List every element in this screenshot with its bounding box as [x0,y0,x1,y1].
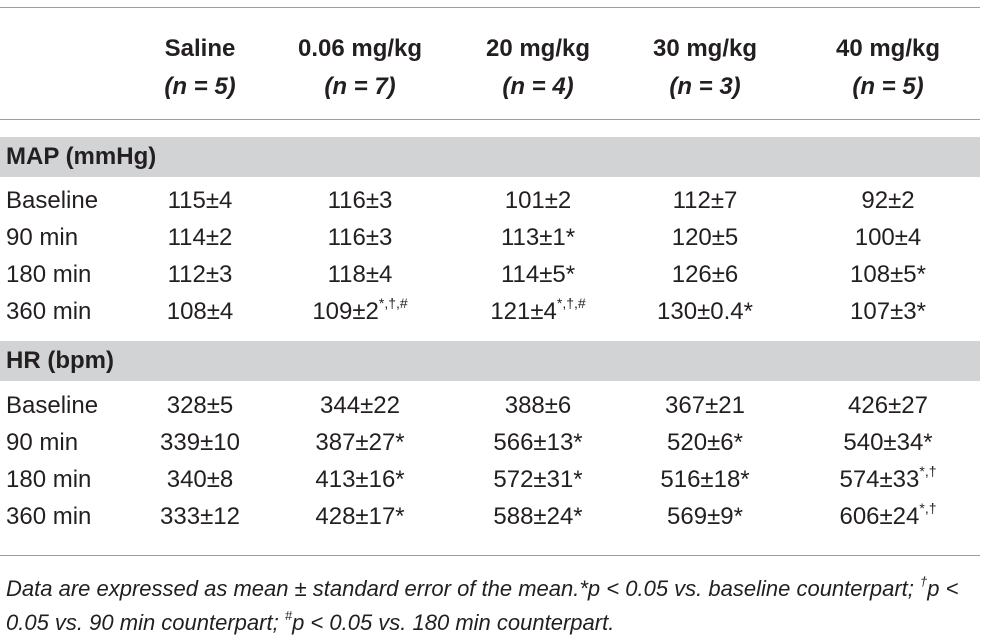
table-cell: 92±2 [861,187,915,214]
table-cell: 566±13* [493,429,583,456]
table-cell: 572±31* [493,466,583,493]
table-cell: 120±5 [671,224,739,251]
table-cell: 115±4 [167,187,233,214]
table-cell: 108±4 [166,298,234,325]
section-title: MAP (mmHg) [6,143,157,170]
table-cell: 116±3 [327,224,393,251]
table-cell: 569±9* [667,503,743,530]
table-cell: 574±33*,† [839,463,937,493]
table-row: Baseline 115±4 116±3 101±2 112±7 92±2 [0,182,980,219]
table-cell: 333±12 [160,503,240,530]
table-cell: 130±0.4* [657,298,753,325]
table-top-rule [0,7,980,8]
table-row: 90 min 114±2 116±3 113±1* 120±5 100±4 [0,219,980,256]
table-row: Baseline 328±5 344±22 388±6 367±21 426±2… [0,387,980,424]
table-cell: 101±2 [504,187,572,214]
table-cell: 114±5* [500,261,576,288]
row-label: 360 min [6,298,92,325]
table-footnote: Data are expressed as mean ± standard er… [6,573,959,635]
table-cell: 126±6 [671,261,739,288]
table-cell: 428±17* [315,503,405,530]
column-header-n: (n = 5) [852,73,924,100]
table-cell: 520±6* [667,429,743,456]
table-cell: 339±10 [160,429,240,456]
table-cell: 516±18* [660,466,750,493]
column-header-name: 40 mg/kg [835,35,941,62]
table-cell: 344±22 [320,392,400,419]
header-rule [0,119,980,120]
column-header-n: (n = 4) [502,73,574,100]
table-cell: 116±3 [327,187,393,214]
table-cell: 540±34* [843,429,933,456]
table-bottom-rule [0,555,980,556]
table-row: 90 min 339±10 387±27* 566±13* 520±6* 540… [0,424,980,461]
table-cell: 118±4 [327,261,393,288]
column-header-n: (n = 3) [669,73,741,100]
table-row: 180 min 112±3 118±4 114±5* 126±6 108±5* [0,256,980,293]
section-header-hr: HR (bpm) [0,341,980,381]
table-cell: 426±27 [848,392,928,419]
column-header-n: (n = 5) [164,73,236,100]
table-cell: 340±8 [166,466,234,493]
table-cell: 328±5 [166,392,234,419]
column-header-name: 30 mg/kg [652,35,758,62]
row-label: 360 min [6,503,92,530]
column-header-006: 0.06 mg/kg (n = 7) [280,30,440,106]
table-cell: 367±21 [665,392,745,419]
section-header-map: MAP (mmHg) [0,137,980,177]
table-cell: 112±3 [167,261,233,288]
table-cell: 107±3* [850,298,926,325]
column-header-20: 20 mg/kg (n = 4) [458,30,618,106]
column-header-saline: Saline (n = 5) [120,30,280,106]
table-cell: 606±24*,† [839,500,937,530]
table-cell: 387±27* [315,429,405,456]
row-label: Baseline [6,187,99,214]
column-header-name: 20 mg/kg [485,35,591,62]
table-row: 180 min 340±8 413±16* 572±31* 516±18* 57… [0,461,980,498]
table-cell: 100±4 [854,224,922,251]
column-header-30: 30 mg/kg (n = 3) [625,30,785,106]
table-cell: 112±7 [672,187,738,214]
row-label: 180 min [6,261,92,288]
column-header-40: 40 mg/kg (n = 5) [808,30,968,106]
section-title: HR (bpm) [6,347,114,374]
table-cell: 109±2*,†,# [312,295,408,325]
table-row: 360 min 108±4 109±2*,†,# 121±4*,†,# 130±… [0,293,980,330]
row-label: Baseline [6,392,99,419]
table-cell: 388±6 [504,392,572,419]
table-row: 360 min 333±12 428±17* 588±24* 569±9* 60… [0,498,980,535]
table-cell: 588±24* [493,503,583,530]
column-header-name: 0.06 mg/kg [297,35,423,62]
row-label: 90 min [6,429,79,456]
table-cell: 413±16* [315,466,405,493]
table-cell: 108±5* [850,261,926,288]
column-header-name: Saline [164,35,236,62]
row-label: 180 min [6,466,92,493]
table-cell: 113±1* [500,224,576,251]
row-label: 90 min [6,224,79,251]
column-header-n: (n = 7) [324,73,396,100]
table-cell: 121±4*,†,# [490,295,586,325]
table-cell: 114±2 [167,224,233,251]
